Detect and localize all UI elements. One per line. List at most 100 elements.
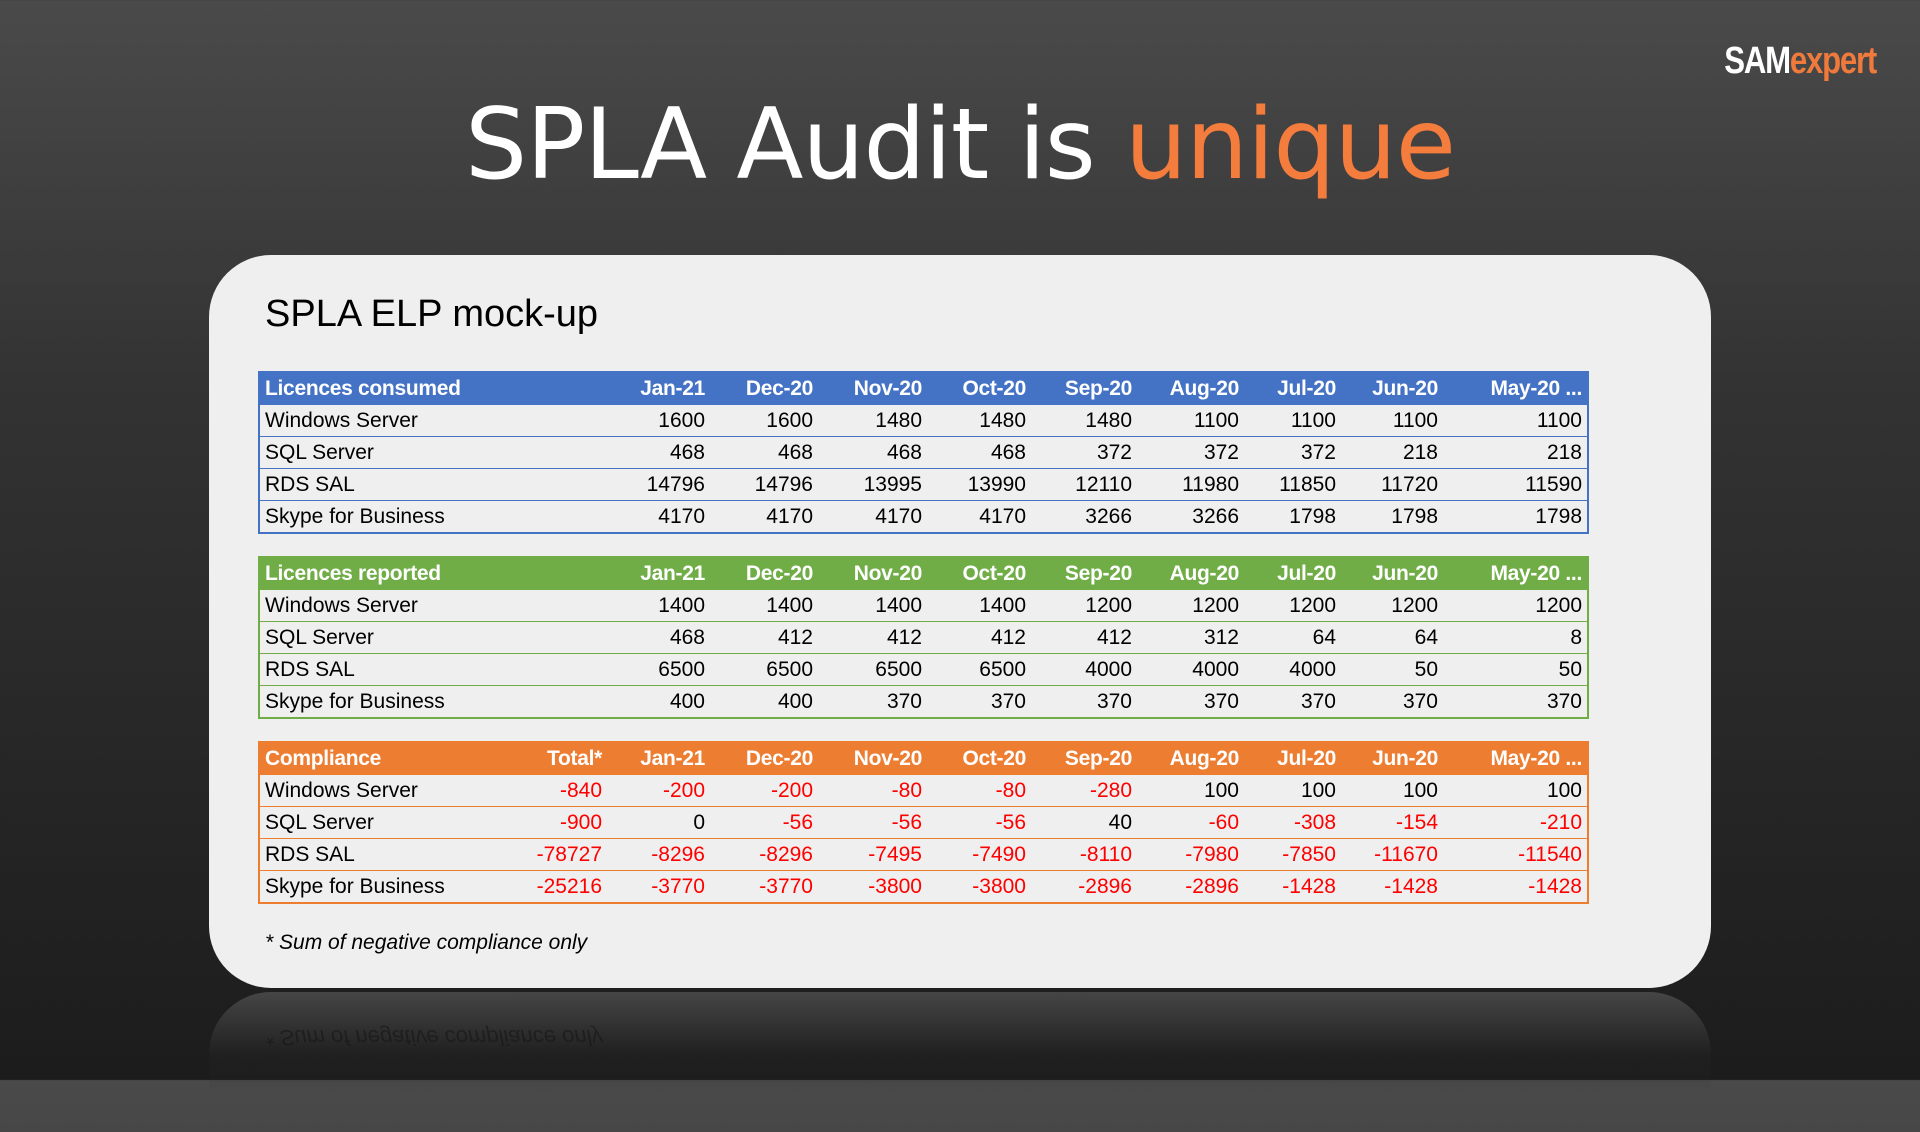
table-cell: 468 — [710, 436, 818, 469]
row-label: Skype for Business — [259, 870, 509, 903]
table-cell: -2896 — [1031, 870, 1137, 903]
table-cell: -56 — [818, 806, 927, 839]
table-cell: 100 — [1137, 774, 1244, 807]
slide-title-accent: unique — [1124, 88, 1456, 202]
table-row: Windows Server 1600 1600 1480 1480 1480 1100 11… — [259, 404, 1588, 437]
column-header: Oct-20 — [962, 746, 1026, 770]
table-cell: 1400 — [818, 589, 927, 622]
column-header: Sep-20 — [1064, 376, 1132, 400]
column-header: Nov-20 — [853, 376, 923, 400]
table-cell: 11850 — [1244, 468, 1341, 501]
table-title-header: Licences reported — [265, 561, 441, 585]
table-title-header: Compliance — [265, 746, 382, 770]
table-cell: 412 — [927, 621, 1031, 654]
table-cell: -3800 — [927, 870, 1031, 903]
column-header: Aug-20 — [1169, 376, 1240, 400]
column-header: Jan-21 — [640, 561, 705, 585]
card-reflection: * Sum of negative compliance only — [209, 992, 1711, 1132]
table-cell: 1600 — [710, 404, 818, 437]
column-header: Aug-20 — [1169, 746, 1240, 770]
table-header-row: Licences reported Jan-21 Dec-20 Nov-20 Oct-2… — [259, 557, 1588, 590]
table-cell — [509, 500, 607, 533]
table-cell: -11540 — [1443, 838, 1588, 871]
table-cell: 1100 — [1244, 404, 1341, 437]
table-cell — [509, 589, 607, 622]
reflected-footnote: * Sum of negative compliance only — [265, 1025, 603, 1050]
table-row: RDS SAL 14796 14796 13995 13990 12110 11980 118… — [259, 468, 1588, 501]
footnote: * Sum of negative compliance only — [265, 931, 588, 954]
table-cell: -60 — [1137, 806, 1244, 839]
table-cell — [509, 653, 607, 686]
table-cell: 1100 — [1137, 404, 1244, 437]
column-header: Jan-21 — [640, 376, 705, 400]
column-header: May-20 ... — [1490, 746, 1582, 770]
row-label: Skype for Business — [259, 685, 509, 718]
compliance-table: Compliance Total* Jan-21 Dec-20 Nov-20 Oct-20… — [258, 741, 1589, 904]
table-cell: 64 — [1341, 621, 1443, 654]
column-header: Jul-20 — [1277, 376, 1336, 400]
table-cell: 14796 — [710, 468, 818, 501]
table-cell: -80 — [818, 774, 927, 807]
table-cell: 3266 — [1031, 500, 1137, 533]
column-header: Jul-20 — [1277, 746, 1336, 770]
row-label: SQL Server — [259, 436, 509, 469]
samexpert-logo: SAMexpert — [1724, 40, 1877, 83]
table-cell: 100 — [1244, 774, 1341, 807]
table-cell: 372 — [1137, 436, 1244, 469]
table-cell: -78727 — [509, 838, 607, 871]
column-header: Oct-20 — [962, 561, 1026, 585]
table-cell: 6500 — [710, 653, 818, 686]
table-cell: 1400 — [710, 589, 818, 622]
table-cell: -7980 — [1137, 838, 1244, 871]
table-cell: -8296 — [710, 838, 818, 871]
table-cell: 1600 — [607, 404, 710, 437]
column-header: Jan-21 — [640, 746, 705, 770]
table-row: RDS SAL 6500 6500 6500 6500 4000 4000 4000 50 50 — [259, 653, 1588, 686]
table-cell: -200 — [710, 774, 818, 807]
column-header: Sep-20 — [1064, 561, 1132, 585]
table-cell — [509, 685, 607, 718]
column-header: Jun-20 — [1372, 376, 1438, 400]
table-cell — [509, 468, 607, 501]
table-cell: 468 — [607, 436, 710, 469]
table-cell: 370 — [1443, 685, 1588, 718]
table-cell: 6500 — [927, 653, 1031, 686]
row-label: Windows Server — [259, 774, 509, 807]
column-header — [509, 372, 607, 405]
licences-consumed-table: Licences consumed Jan-21 Dec-20 Nov-20 Oct-2… — [258, 371, 1589, 534]
table-cell: 11720 — [1341, 468, 1443, 501]
table-cell: 370 — [818, 685, 927, 718]
table-cell: -3770 — [607, 870, 710, 903]
column-header: Nov-20 — [853, 561, 923, 585]
table-cell: 1480 — [818, 404, 927, 437]
table-cell: 400 — [710, 685, 818, 718]
table-cell: -200 — [607, 774, 710, 807]
column-header: Aug-20 — [1169, 561, 1240, 585]
table-row: SQL Server 468 468 468 468 372 372 372 218 218 — [259, 436, 1588, 469]
table-cell: 468 — [927, 436, 1031, 469]
table-cell: -840 — [509, 774, 607, 807]
table-cell: 370 — [1244, 685, 1341, 718]
table-cell: 372 — [1031, 436, 1137, 469]
slide-title-main: SPLA Audit is — [464, 88, 1125, 202]
table-cell: 4170 — [710, 500, 818, 533]
table-cell — [509, 404, 607, 437]
table-cell: 4170 — [818, 500, 927, 533]
table-cell: 400 — [607, 685, 710, 718]
table-row: SQL Server 468 412 412 412 412 312 64 64 8 — [259, 621, 1588, 654]
table-cell: 100 — [1341, 774, 1443, 807]
table-cell: 1200 — [1137, 589, 1244, 622]
table-cell: 468 — [818, 436, 927, 469]
table-cell: 12110 — [1031, 468, 1137, 501]
column-header: May-20 ... — [1490, 561, 1582, 585]
table-header-row: Licences consumed Jan-21 Dec-20 Nov-20 Oct-2… — [259, 372, 1588, 405]
row-label: RDS SAL — [259, 468, 509, 501]
table-cell: 13995 — [818, 468, 927, 501]
column-header: May-20 ... — [1490, 376, 1582, 400]
table-row: RDS SAL -78727 -8296 -8296 -7495 -7490 -8110 -7… — [259, 838, 1588, 871]
table-cell: -7495 — [818, 838, 927, 871]
table-title-header: Licences consumed — [265, 376, 461, 400]
table-cell: 100 — [1443, 774, 1588, 807]
table-cell: 4000 — [1244, 653, 1341, 686]
table-cell: 370 — [1137, 685, 1244, 718]
